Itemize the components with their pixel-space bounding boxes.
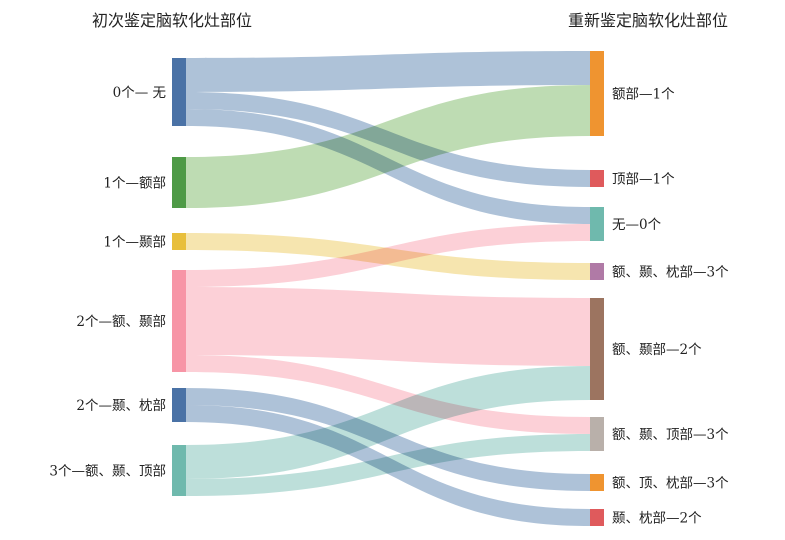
- left-node-label: 0个— 无: [113, 85, 166, 101]
- left-node-label: 2个—额、颞部: [76, 314, 166, 330]
- right-node-R3: [590, 263, 604, 280]
- left-node-label: 1个—颞部: [103, 235, 166, 251]
- left-column-title: 初次鉴定脑软化灶部位: [92, 11, 252, 30]
- left-node-L2: [172, 233, 186, 250]
- right-node-R2: [590, 207, 604, 241]
- right-node-R1: [590, 170, 604, 187]
- label-layer: 0个— 无 1个—额部 1个—颞部 2个—额、颞部 2个—颞、枕部 3个—额、颞、顶部 额部…: [49, 85, 729, 527]
- left-node-label: 1个—额部: [103, 176, 166, 192]
- flow-L5-R4: [186, 366, 590, 479]
- node-layer: [172, 51, 604, 526]
- left-node-L4: [172, 388, 186, 422]
- right-node-R0: [590, 51, 604, 136]
- right-node-label: 额、颞部—2个: [612, 342, 702, 358]
- right-column-title: 重新鉴定脑软化灶部位: [568, 11, 728, 30]
- right-node-R4: [590, 298, 604, 400]
- right-node-label: 额、颞、顶部—3个: [612, 427, 729, 443]
- right-node-label: 额部—1个: [612, 87, 675, 103]
- left-node-L3: [172, 270, 186, 372]
- left-node-label: 2个—颞、枕部: [76, 398, 166, 414]
- right-node-R7: [590, 509, 604, 526]
- flow-L0-R0: [186, 51, 590, 92]
- left-node-L5: [172, 445, 186, 496]
- right-node-label: 额、颞、枕部—3个: [612, 265, 729, 281]
- left-node-label: 3个—额、颞、顶部: [49, 464, 166, 480]
- right-node-R6: [590, 474, 604, 491]
- right-node-label: 颞、枕部—2个: [612, 511, 702, 527]
- flow-L3-R5: [186, 355, 590, 434]
- right-node-R5: [590, 417, 604, 451]
- left-node-L1: [172, 157, 186, 208]
- flow-layer: [186, 51, 590, 526]
- right-node-label: 额、顶、枕部—3个: [612, 476, 729, 492]
- flow-L5-R5: [186, 434, 590, 496]
- right-node-label: 顶部—1个: [612, 172, 675, 188]
- flow-L3-R4: [186, 287, 590, 366]
- right-node-label: 无—0个: [612, 217, 662, 233]
- left-node-L0: [172, 58, 186, 126]
- flow-L1-R0: [186, 85, 590, 208]
- flow-L3-R2: [186, 224, 590, 287]
